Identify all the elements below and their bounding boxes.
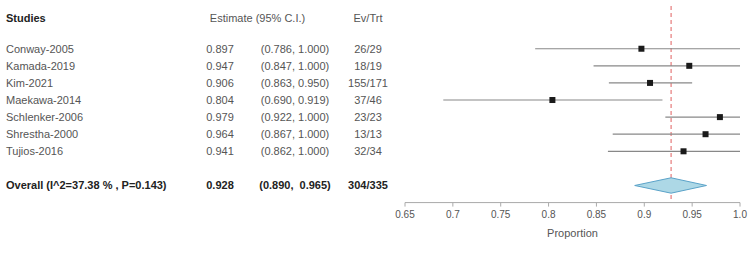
ci-label: (0.847, 1.000) (261, 60, 330, 72)
ci-label: (0.862, 1.000) (261, 145, 330, 157)
overall-ci-label: (0.890, 0.965) (259, 179, 331, 191)
tick (500, 203, 501, 207)
forest-plot: Studies Estimate (95% C.I.) Ev/Trt Conway-2… (0, 0, 756, 263)
ci-label: (0.863, 0.950) (261, 77, 330, 89)
ev-trt-label: 37/46 (354, 94, 382, 106)
estimate-marker (549, 97, 555, 103)
tick-label: 0.9 (637, 209, 651, 220)
study-name: Conway-2005 (6, 43, 74, 55)
tick (644, 203, 645, 207)
ci-label: (0.922, 1.000) (261, 111, 330, 123)
estimate-label: 0.964 (206, 128, 234, 140)
estimate-label: 0.906 (206, 77, 234, 89)
axis-line (405, 202, 740, 203)
estimate-label: 0.979 (206, 111, 234, 123)
estimate-label: 0.947 (206, 60, 234, 72)
ci-line (594, 65, 740, 66)
reference-line (671, 6, 672, 203)
ev-trt-label: 18/19 (354, 60, 382, 72)
study-name: Shrestha-2000 (6, 128, 78, 140)
overall-label: Overall (I^2=37.38 % , P=0.143) (6, 179, 167, 191)
overall-diamond (635, 178, 707, 193)
overall-estimate-label: 0.928 (206, 179, 234, 191)
ev-trt-label: 13/13 (354, 128, 382, 140)
ev-trt-label: 26/29 (354, 43, 382, 55)
header: Estimate (95% C.I.) (210, 12, 305, 24)
plot-area (443, 6, 740, 203)
tick-label: 0.8 (542, 209, 556, 220)
estimate-marker (717, 114, 723, 120)
ci-line (535, 48, 740, 49)
estimate-marker (681, 148, 687, 154)
tick (548, 203, 549, 207)
estimate-label: 0.897 (206, 43, 234, 55)
ev-trt-label: 155/171 (348, 77, 388, 89)
tick-label: 1.0 (733, 209, 747, 220)
tick-label: 0.95 (682, 209, 702, 220)
estimate-label: 0.804 (206, 94, 234, 106)
tick (740, 203, 741, 207)
study-name: Schlenker-2006 (6, 111, 83, 123)
estimate-marker (647, 80, 653, 86)
study-name: Kim-2021 (6, 77, 53, 89)
tick-label: 0.65 (395, 209, 415, 220)
tick (596, 203, 597, 207)
tick (692, 203, 693, 207)
table-text: Studies Estimate (95% C.I.) Ev/Trt Conway-2… (6, 12, 388, 192)
ci-label: (0.786, 1.000) (261, 43, 330, 55)
tick (452, 203, 453, 207)
estimate-label: 0.941 (206, 145, 234, 157)
ev-trt-label: 32/34 (354, 145, 382, 157)
ci-label: (0.690, 0.919) (261, 94, 330, 106)
x-axis: 0.65 0.7 0.75 0.8 0.85 0.9 0.95 1.0 Proportion (395, 203, 747, 239)
estimate-marker (703, 131, 709, 137)
estimate-marker (686, 63, 692, 69)
ci-label: (0.867, 1.000) (261, 128, 330, 140)
header: Ev/Trt (354, 12, 383, 24)
x-axis-label: Proportion (547, 227, 598, 239)
study-name: Tujios-2016 (6, 145, 63, 157)
ci-line (613, 134, 740, 135)
tick-label: 0.85 (587, 209, 607, 220)
ci-line (608, 151, 740, 152)
ci-line (665, 117, 740, 118)
tick-label: 0.7 (446, 209, 460, 220)
estimate-marker (638, 46, 644, 52)
header: Studies (6, 12, 46, 24)
ev-trt-label: 23/23 (354, 111, 382, 123)
study-name: Maekawa-2014 (6, 94, 81, 106)
overall-ev-trt-label: 304/335 (348, 179, 388, 191)
tick-label: 0.75 (491, 209, 511, 220)
tick (405, 203, 406, 207)
study-name: Kamada-2019 (6, 60, 75, 72)
